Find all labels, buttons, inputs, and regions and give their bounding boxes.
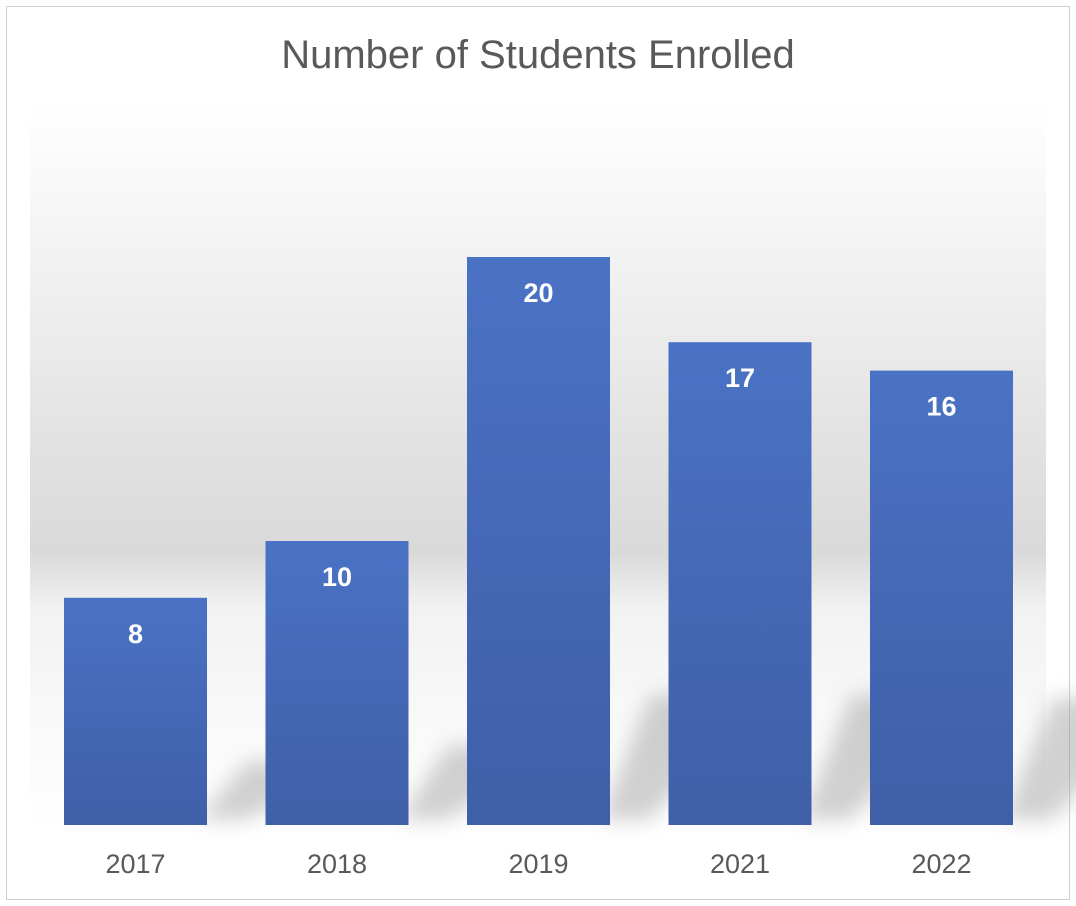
bar-2022 [870, 370, 1013, 825]
value-label-2018: 10 [322, 562, 352, 592]
bar-2019 [467, 257, 610, 825]
bar-shadow-2022 [1003, 697, 1076, 820]
value-labels: 8 10 20 17 16 [128, 278, 957, 649]
value-label-2017: 8 [128, 619, 143, 649]
bars [64, 257, 1013, 825]
bar-2018 [265, 541, 409, 825]
x-axis-tick-labels: 2017 2018 2019 2021 2022 [105, 849, 971, 879]
value-label-2021: 17 [725, 363, 755, 393]
value-label-2019: 20 [523, 278, 553, 308]
x-tick-label-2022: 2022 [911, 849, 971, 879]
x-tick-label-2019: 2019 [508, 849, 568, 879]
bar-2017 [64, 597, 207, 825]
value-label-2022: 16 [926, 392, 956, 422]
x-tick-label-2021: 2021 [710, 849, 770, 879]
x-tick-label-2017: 2017 [105, 849, 165, 879]
chart-title: Number of Students Enrolled [281, 33, 795, 77]
bar-2021 [668, 342, 812, 825]
x-tick-label-2018: 2018 [307, 849, 367, 879]
